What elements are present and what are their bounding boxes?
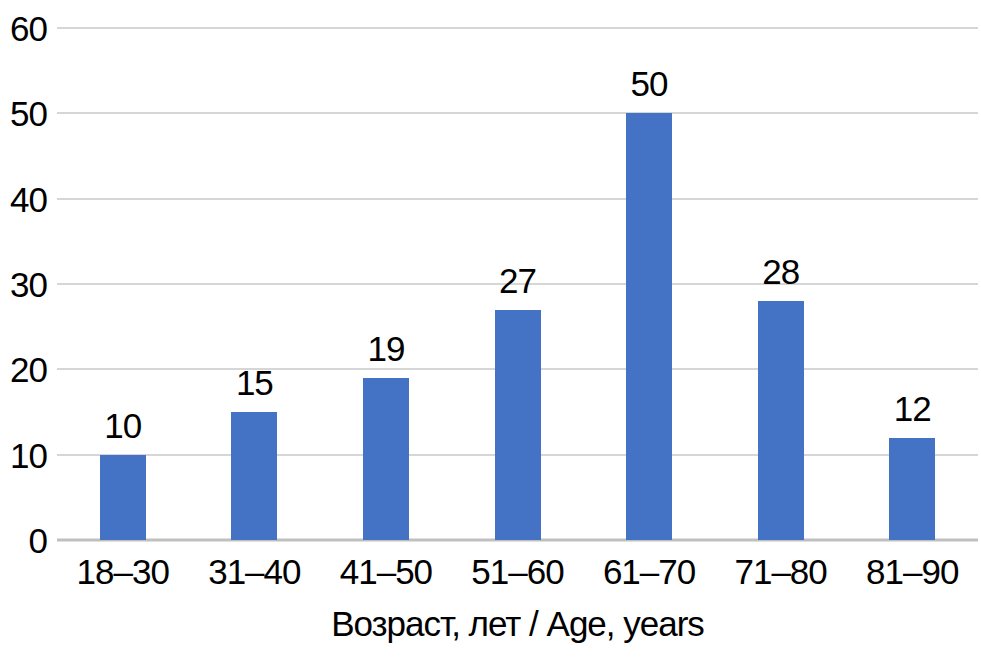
data-label-61–70: 50 bbox=[631, 66, 668, 101]
bar-18–30 bbox=[100, 455, 146, 540]
y-tick-label-30: 30 bbox=[10, 267, 47, 302]
y-tick-label-20: 20 bbox=[10, 352, 47, 387]
y-tick-label-50: 50 bbox=[10, 96, 47, 131]
bar-61–70 bbox=[626, 113, 672, 540]
gridline-y-50 bbox=[57, 112, 978, 114]
x-axis-title: Возраст, лет / Age, years bbox=[57, 606, 978, 641]
y-tick-label-10: 10 bbox=[10, 437, 47, 472]
y-tick-label-0: 0 bbox=[29, 523, 47, 558]
gridline-y-40 bbox=[57, 198, 978, 200]
y-tick-label-40: 40 bbox=[10, 181, 47, 216]
plot-area: 10 15 19 27 50 28 12 bbox=[57, 28, 978, 540]
x-tick-label-71–80: 71–80 bbox=[734, 554, 826, 589]
bar-31–40 bbox=[231, 412, 277, 540]
x-tick-label-51–60: 51–60 bbox=[471, 554, 563, 589]
data-label-81–90: 12 bbox=[894, 391, 931, 426]
bar-41–50 bbox=[363, 378, 409, 540]
bar-81–90 bbox=[889, 438, 935, 540]
x-tick-label-18–30: 18–30 bbox=[77, 554, 169, 589]
bar-51–60 bbox=[495, 310, 541, 540]
data-label-51–60: 27 bbox=[499, 263, 536, 298]
age-distribution-bar-chart: 10 15 19 27 50 28 12 Возраст, лет / Age, years… bbox=[0, 0, 981, 657]
bar-71–80 bbox=[758, 301, 804, 540]
x-tick-label-41–50: 41–50 bbox=[340, 554, 432, 589]
data-label-71–80: 28 bbox=[762, 254, 799, 289]
x-tick-label-81–90: 81–90 bbox=[866, 554, 958, 589]
data-label-18–30: 10 bbox=[104, 408, 141, 443]
data-label-31–40: 15 bbox=[236, 365, 273, 400]
x-tick-label-31–40: 31–40 bbox=[208, 554, 300, 589]
y-tick-label-60: 60 bbox=[10, 11, 47, 46]
data-label-41–50: 19 bbox=[367, 331, 404, 366]
gridline-y-60 bbox=[57, 27, 978, 29]
x-tick-label-61–70: 61–70 bbox=[603, 554, 695, 589]
